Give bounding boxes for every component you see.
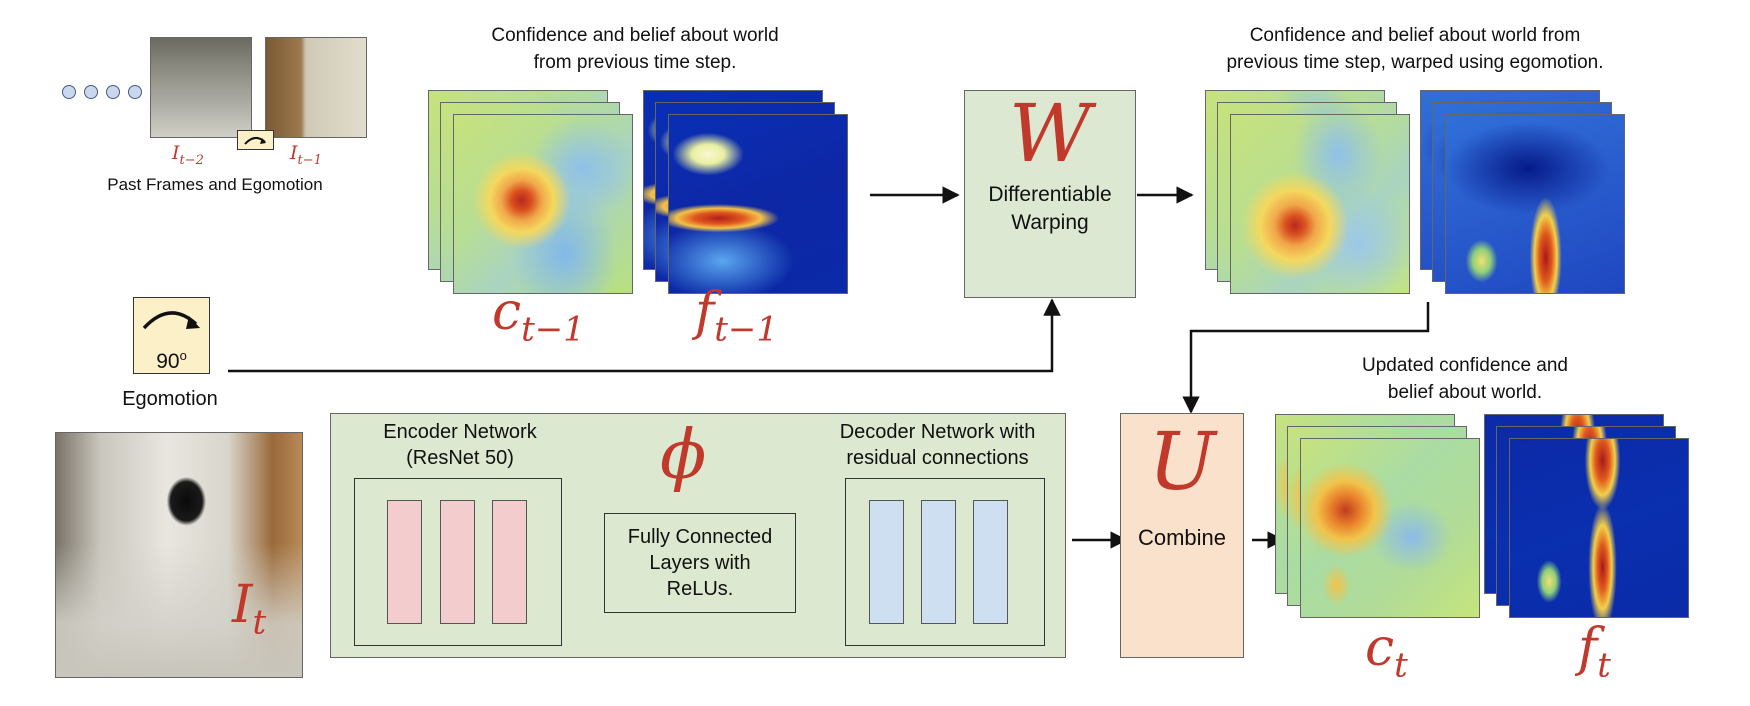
sequence-dot xyxy=(128,85,142,99)
conf-prev-symbol: ct−1 xyxy=(492,282,585,350)
warped-caption-line1: Confidence and belief about world from xyxy=(1249,25,1581,46)
warped-caption-line2: previous time step, warped using egomoti… xyxy=(1226,52,1604,73)
frame-t-minus-2-image xyxy=(150,37,252,138)
egomotion-label: Egomotion xyxy=(122,388,218,410)
prev-state-caption-line2: from previous time step. xyxy=(533,52,737,73)
sequence-dot xyxy=(106,85,120,99)
current-frame-image xyxy=(55,432,303,678)
decoder-layer-block xyxy=(921,500,956,624)
warp-label-line2: Warping xyxy=(1011,211,1089,234)
egomotion-box: 90o xyxy=(133,297,210,374)
frame-t-minus-1-label: It−1 xyxy=(290,142,322,168)
frame-t-minus-1-image xyxy=(265,37,367,138)
encoder-network xyxy=(354,478,562,646)
conf-updated-symbol: ct xyxy=(1365,618,1408,686)
encoder-layer-block xyxy=(387,500,422,624)
belief-map-warped xyxy=(1445,114,1625,294)
sequence-dot xyxy=(84,85,98,99)
confidence-map-warped xyxy=(1230,114,1410,294)
updated-caption-line2: belief about world. xyxy=(1387,382,1543,403)
decoder-network xyxy=(845,478,1045,646)
updated-caption-line1: Updated confidence and xyxy=(1362,355,1568,376)
current-frame-symbol: It xyxy=(232,575,267,643)
encoder-layer-block xyxy=(492,500,527,624)
fc-label-line2: Layers with xyxy=(649,552,751,574)
belief-map-updated xyxy=(1509,438,1689,618)
fc-label-line3: ReLUs. xyxy=(666,578,734,600)
decoder-label-line2: residual connections xyxy=(846,447,1029,469)
network-symbol: ϕ xyxy=(660,416,707,495)
decoder-layer-block xyxy=(869,500,904,624)
encoder-label-line2: (ResNet 50) xyxy=(406,447,514,469)
arrow-warped-to-combine xyxy=(1182,302,1430,414)
frame-t-minus-2-label: It−2 xyxy=(172,142,204,168)
belief-prev-symbol: ft−1 xyxy=(695,282,779,350)
prev-state-caption-line1: Confidence and belief about world xyxy=(491,25,779,46)
encoder-layer-block xyxy=(440,500,475,624)
egomotion-value: 90o xyxy=(156,348,187,373)
past-frames-caption: Past Frames and Egomotion xyxy=(107,175,323,194)
combine-module: U Combine xyxy=(1120,413,1244,658)
warp-label-line1: Differentiable xyxy=(988,183,1112,206)
decoder-layer-block xyxy=(973,500,1008,624)
warping-module: W Differentiable Warping xyxy=(964,90,1136,298)
decoder-label-line1: Decoder Network with xyxy=(839,421,1036,443)
encoder-label-line1: Encoder Network xyxy=(383,421,537,443)
belief-map-prev xyxy=(668,114,848,294)
arrow-ego-to-warp xyxy=(228,298,1061,373)
belief-updated-symbol: ft xyxy=(1578,618,1611,686)
sequence-dot xyxy=(62,85,76,99)
fc-label-line1: Fully Connected xyxy=(627,526,773,548)
combine-symbol: U xyxy=(1148,415,1216,508)
small-egomotion-icon xyxy=(237,130,274,150)
combine-label: Combine xyxy=(1137,525,1227,550)
warp-symbol: W xyxy=(1008,87,1092,180)
confidence-map-prev xyxy=(453,114,633,294)
rotation-arrow-icon xyxy=(142,311,200,330)
confidence-map-updated xyxy=(1300,438,1480,618)
fully-connected-layers: Fully Connected Layers with ReLUs. xyxy=(604,513,796,613)
